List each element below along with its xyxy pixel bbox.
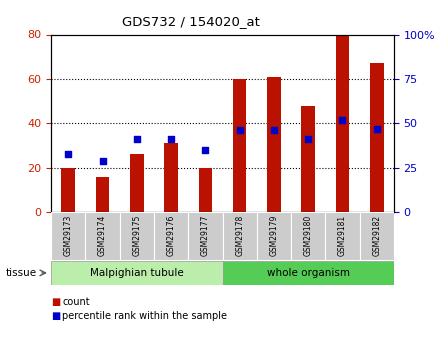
Text: ■: ■ (51, 297, 61, 307)
Text: GDS732 / 154020_at: GDS732 / 154020_at (122, 16, 260, 29)
Text: GSM29174: GSM29174 (98, 215, 107, 256)
Text: ■: ■ (51, 311, 61, 321)
Point (134, 137, 141, 142)
Text: GSM29173: GSM29173 (64, 215, 73, 256)
Bar (51, 261, 223, 285)
Point (373, 126, 380, 131)
Bar (291, 212, 325, 260)
Point (271, 128, 278, 133)
Text: GSM29176: GSM29176 (166, 215, 176, 256)
Point (65, 151, 72, 156)
Text: GSM29180: GSM29180 (303, 215, 313, 256)
Point (339, 117, 346, 122)
Bar (51, 212, 85, 260)
Text: whole organism: whole organism (267, 268, 350, 278)
Text: count: count (62, 297, 90, 307)
Bar (360, 212, 394, 260)
Text: GSM29181: GSM29181 (338, 215, 347, 256)
Bar (96, 177, 109, 212)
Bar (130, 155, 144, 212)
Bar (154, 212, 188, 260)
Bar (301, 106, 315, 212)
Point (202, 147, 209, 153)
Bar (336, 34, 349, 212)
Bar (85, 212, 120, 260)
Text: Malpighian tubule: Malpighian tubule (90, 268, 184, 278)
Text: GSM29178: GSM29178 (235, 215, 244, 256)
Bar (198, 168, 212, 212)
Text: GSM29182: GSM29182 (372, 215, 381, 256)
Point (99, 158, 106, 164)
Bar (164, 143, 178, 212)
Text: percentile rank within the sample: percentile rank within the sample (62, 311, 227, 321)
Text: GSM29177: GSM29177 (201, 215, 210, 256)
Point (236, 128, 243, 133)
Bar (325, 212, 360, 260)
Text: GSM29179: GSM29179 (269, 215, 279, 256)
Bar (257, 212, 291, 260)
Bar (222, 261, 394, 285)
Bar (222, 212, 257, 260)
Bar (188, 212, 222, 260)
Text: GSM29175: GSM29175 (132, 215, 142, 256)
Bar (370, 63, 384, 212)
Text: tissue: tissue (6, 268, 37, 278)
Bar (267, 77, 281, 212)
Point (305, 137, 312, 142)
Bar (120, 212, 154, 260)
Bar (61, 168, 75, 212)
Bar (233, 79, 247, 212)
Point (168, 137, 175, 142)
